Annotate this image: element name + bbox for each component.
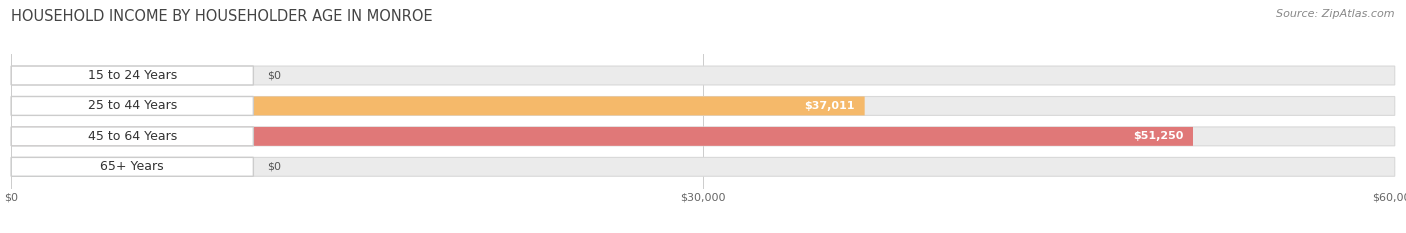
- Text: 65+ Years: 65+ Years: [100, 160, 165, 173]
- FancyBboxPatch shape: [11, 96, 1395, 115]
- Text: 15 to 24 Years: 15 to 24 Years: [87, 69, 177, 82]
- FancyBboxPatch shape: [11, 127, 1395, 146]
- FancyBboxPatch shape: [11, 127, 253, 146]
- FancyBboxPatch shape: [11, 157, 1395, 176]
- Text: 25 to 44 Years: 25 to 44 Years: [87, 99, 177, 113]
- Text: $37,011: $37,011: [804, 101, 855, 111]
- FancyBboxPatch shape: [11, 66, 253, 85]
- FancyBboxPatch shape: [11, 96, 253, 115]
- Text: HOUSEHOLD INCOME BY HOUSEHOLDER AGE IN MONROE: HOUSEHOLD INCOME BY HOUSEHOLDER AGE IN M…: [11, 9, 433, 24]
- FancyBboxPatch shape: [11, 127, 1192, 146]
- Text: 45 to 64 Years: 45 to 64 Years: [87, 130, 177, 143]
- Text: $0: $0: [267, 71, 281, 81]
- FancyBboxPatch shape: [11, 66, 91, 85]
- FancyBboxPatch shape: [11, 66, 1395, 85]
- FancyBboxPatch shape: [11, 157, 91, 176]
- Text: $0: $0: [267, 162, 281, 172]
- Text: $51,250: $51,250: [1133, 131, 1184, 141]
- Text: Source: ZipAtlas.com: Source: ZipAtlas.com: [1277, 9, 1395, 19]
- FancyBboxPatch shape: [11, 96, 865, 115]
- FancyBboxPatch shape: [11, 157, 253, 176]
